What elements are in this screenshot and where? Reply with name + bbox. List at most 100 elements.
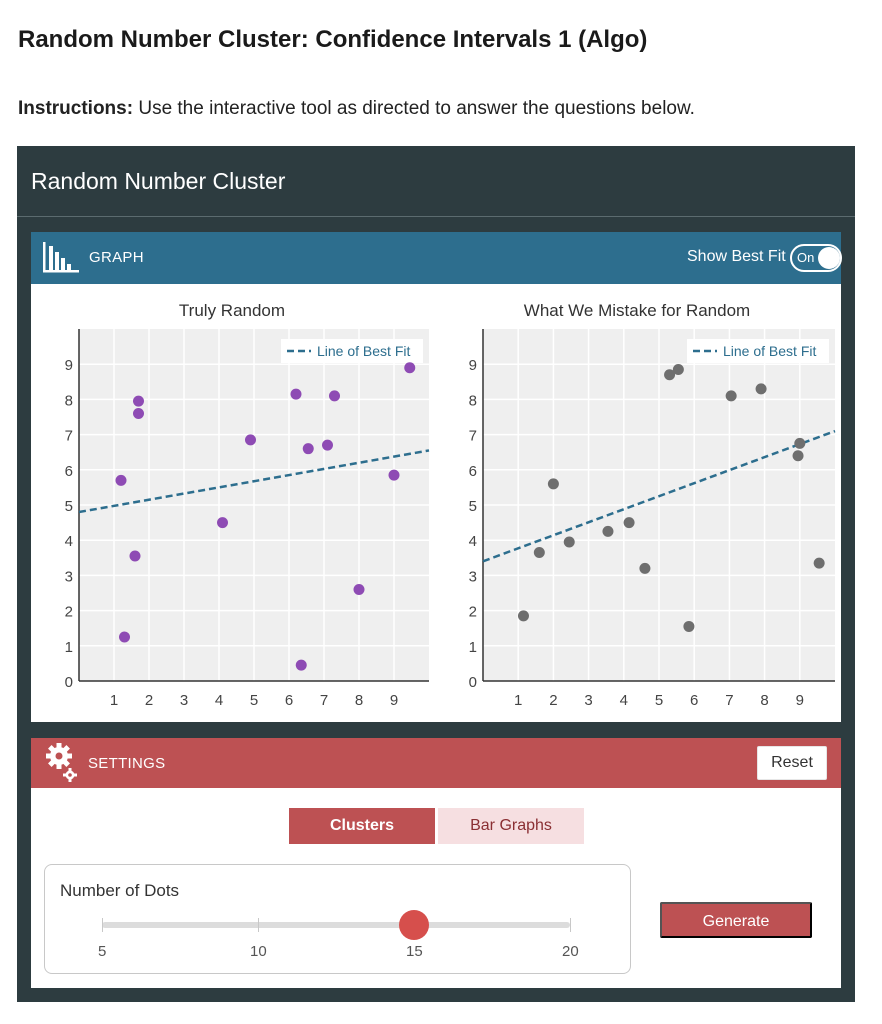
data-point bbox=[755, 383, 767, 395]
instructions-label: Instructions: bbox=[18, 98, 134, 119]
x-tick-label: 4 bbox=[215, 692, 223, 709]
x-tick-label: 7 bbox=[320, 692, 328, 709]
x-tick-label: 2 bbox=[145, 692, 153, 709]
data-point bbox=[129, 550, 141, 562]
slider-tick-label: 15 bbox=[406, 943, 423, 960]
x-tick-label: 3 bbox=[584, 692, 592, 709]
y-tick-label: 2 bbox=[469, 604, 477, 621]
slider-tick bbox=[570, 918, 571, 932]
x-tick-label: 5 bbox=[655, 692, 663, 709]
data-point bbox=[115, 474, 127, 486]
widget-title: Random Number Cluster bbox=[31, 168, 286, 194]
y-tick-label: 8 bbox=[469, 392, 477, 409]
data-point bbox=[664, 369, 676, 381]
best-fit-toggle[interactable]: On bbox=[790, 244, 842, 272]
reset-button[interactable]: Reset bbox=[757, 746, 827, 780]
slider-tick-label: 20 bbox=[562, 943, 579, 960]
chart-title: Truly Random bbox=[179, 301, 285, 320]
x-tick-label: 2 bbox=[549, 692, 557, 709]
data-point bbox=[639, 562, 651, 574]
legend-label: Line of Best Fit bbox=[723, 343, 816, 359]
instructions-text: Use the interactive tool as directed to … bbox=[133, 98, 695, 119]
x-tick-label: 3 bbox=[180, 692, 188, 709]
slider-tick bbox=[258, 918, 259, 932]
gear-icon bbox=[46, 743, 77, 782]
data-point bbox=[794, 437, 806, 449]
slider-tick-label: 10 bbox=[250, 943, 267, 960]
x-tick-label: 7 bbox=[725, 692, 733, 709]
dots-slider-thumb[interactable] bbox=[399, 910, 429, 940]
settings-body: Clusters Bar Graphs Number of Dots 5 10 15… bbox=[31, 788, 841, 988]
y-tick-label: 1 bbox=[469, 639, 477, 656]
y-tick-label: 3 bbox=[469, 568, 477, 585]
random-number-cluster-widget: Random Number Cluster GRAPH Show Best Fi… bbox=[17, 146, 855, 1002]
settings-label: SETTINGS bbox=[88, 755, 166, 772]
y-tick-label: 6 bbox=[469, 463, 477, 480]
data-point bbox=[725, 390, 737, 402]
x-tick-label: 4 bbox=[620, 692, 628, 709]
y-tick-label: 8 bbox=[65, 392, 73, 409]
number-of-dots-panel: Number of Dots 5 10 15 20 bbox=[44, 864, 631, 974]
data-point bbox=[295, 659, 307, 671]
best-fit-line bbox=[482, 429, 836, 563]
x-tick-label: 1 bbox=[110, 692, 118, 709]
x-tick-label: 5 bbox=[250, 692, 258, 709]
toggle-knob bbox=[818, 247, 840, 269]
tab-bar-graphs[interactable]: Bar Graphs bbox=[438, 808, 584, 844]
x-tick-label: 6 bbox=[285, 692, 293, 709]
y-tick-label: 1 bbox=[65, 639, 73, 656]
data-point bbox=[302, 443, 314, 455]
data-point bbox=[792, 450, 804, 462]
dots-slider-track[interactable] bbox=[102, 922, 570, 928]
slider-tick-label: 5 bbox=[98, 943, 107, 960]
data-point bbox=[290, 388, 302, 400]
y-tick-label: 4 bbox=[65, 533, 73, 550]
y-tick-label: 0 bbox=[469, 674, 477, 691]
widget-divider bbox=[17, 216, 855, 217]
data-point bbox=[119, 631, 130, 643]
x-tick-label: 1 bbox=[514, 692, 522, 709]
x-tick-label: 6 bbox=[690, 692, 698, 709]
slider-tick bbox=[102, 918, 103, 932]
graph-label: GRAPH bbox=[89, 249, 144, 266]
y-tick-label: 9 bbox=[469, 357, 477, 374]
y-tick-label: 4 bbox=[469, 533, 477, 550]
x-tick-label: 9 bbox=[390, 692, 398, 709]
data-point bbox=[245, 434, 256, 446]
tab-clusters[interactable]: Clusters bbox=[289, 808, 435, 844]
data-point bbox=[563, 536, 575, 548]
settings-header: SETTINGS Reset bbox=[31, 738, 841, 788]
data-point bbox=[404, 362, 416, 374]
data-point bbox=[623, 517, 635, 529]
data-point bbox=[322, 439, 333, 451]
data-point bbox=[683, 620, 695, 632]
bar-chart-icon bbox=[43, 242, 79, 273]
y-tick-label: 3 bbox=[65, 568, 73, 585]
data-point bbox=[353, 583, 365, 595]
data-point bbox=[813, 557, 825, 569]
y-tick-label: 5 bbox=[65, 498, 73, 515]
y-tick-label: 6 bbox=[65, 463, 73, 480]
x-tick-label: 8 bbox=[355, 692, 363, 709]
legend-label: Line of Best Fit bbox=[317, 343, 410, 359]
data-point bbox=[388, 469, 400, 481]
data-point bbox=[133, 395, 144, 407]
data-point bbox=[547, 478, 559, 490]
y-tick-label: 9 bbox=[65, 357, 73, 374]
toggle-state-text: On bbox=[797, 250, 815, 265]
y-tick-label: 2 bbox=[65, 604, 73, 621]
best-fit-line bbox=[78, 449, 430, 514]
data-point bbox=[533, 547, 545, 559]
data-point bbox=[672, 363, 684, 375]
data-point bbox=[329, 390, 340, 402]
generate-button[interactable]: Generate bbox=[660, 902, 812, 938]
number-of-dots-label: Number of Dots bbox=[60, 881, 180, 900]
charts-svg: Truly Random 0 1 2 3 4 5 6 7 8 9 1 2 3 4 5 6 7 8 9 Line of B… bbox=[65, 301, 836, 709]
graph-header: GRAPH Show Best Fit On bbox=[31, 232, 842, 284]
y-tick-label: 5 bbox=[469, 498, 477, 515]
y-tick-label: 0 bbox=[65, 674, 73, 691]
data-point bbox=[517, 610, 529, 622]
show-best-fit-label: Show Best Fit bbox=[687, 248, 786, 265]
chart-title: What We Mistake for Random bbox=[524, 301, 750, 320]
instructions: Instructions: Use the interactive tool a… bbox=[18, 98, 695, 120]
